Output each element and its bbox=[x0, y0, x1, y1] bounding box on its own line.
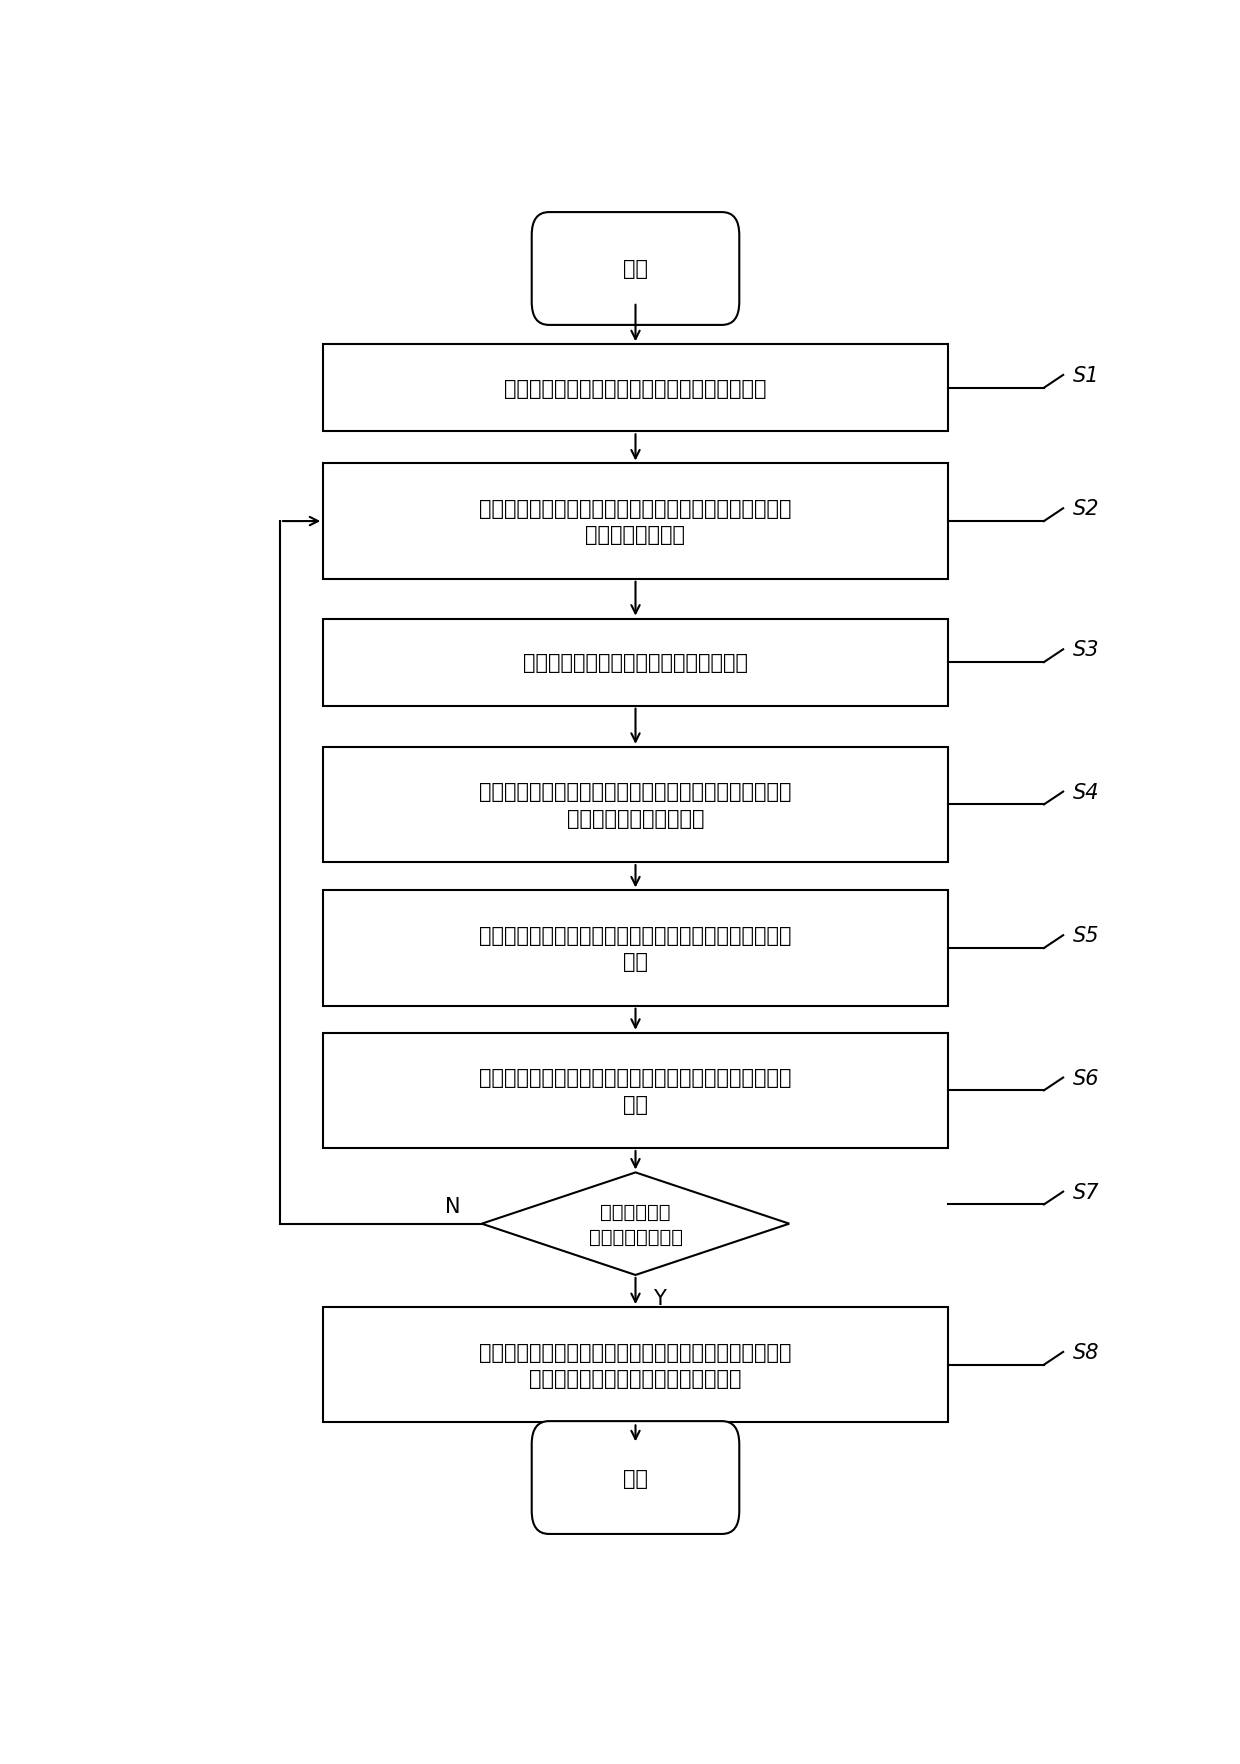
Text: 开始: 开始 bbox=[622, 259, 649, 279]
FancyBboxPatch shape bbox=[324, 748, 947, 863]
FancyBboxPatch shape bbox=[324, 346, 947, 432]
Text: S5: S5 bbox=[1073, 926, 1099, 946]
Text: S7: S7 bbox=[1073, 1182, 1099, 1201]
FancyBboxPatch shape bbox=[532, 213, 739, 326]
Text: S4: S4 bbox=[1073, 781, 1099, 803]
Text: 结束: 结束 bbox=[622, 1468, 649, 1487]
Text: 将测试数据集输入特征识别模型进行测试，输出二次识别
特征: 将测试数据集输入特征识别模型进行测试，输出二次识别 特征 bbox=[479, 1067, 792, 1113]
Text: 将图像数据分为训练数据集和测试数据集: 将图像数据分为训练数据集和测试数据集 bbox=[523, 653, 748, 672]
FancyBboxPatch shape bbox=[532, 1422, 739, 1535]
Text: N: N bbox=[445, 1196, 461, 1215]
Text: Y: Y bbox=[653, 1288, 666, 1309]
Text: 将腑蚀类型显示在监测预警模块的人机交互界面，实现核
堆内构件的表面腑蚀类型的识别和预警: 将腑蚀类型显示在监测预警模块的人机交互界面，实现核 堆内构件的表面腑蚀类型的识别… bbox=[479, 1342, 792, 1388]
Text: S6: S6 bbox=[1073, 1067, 1099, 1088]
Text: 将初次识别特征按照已知腑蚀的特征进行分类，得到腑蚀
类型: 将初次识别特征按照已知腑蚀的特征进行分类，得到腑蚀 类型 bbox=[479, 926, 792, 972]
Text: 将视频数据输入监测预警模块，并对视频数据进行逐帧截
图，得到图像数据: 将视频数据输入监测预警模块，并对视频数据进行逐帧截 图，得到图像数据 bbox=[479, 499, 792, 545]
Polygon shape bbox=[481, 1173, 789, 1275]
FancyBboxPatch shape bbox=[324, 619, 947, 706]
FancyBboxPatch shape bbox=[324, 1307, 947, 1422]
FancyBboxPatch shape bbox=[324, 464, 947, 579]
Text: 通过图像采集模块采集核堆内构件表面视频数据: 通过图像采集模块采集核堆内构件表面视频数据 bbox=[505, 379, 766, 399]
Text: S1: S1 bbox=[1073, 365, 1099, 386]
FancyBboxPatch shape bbox=[324, 1034, 947, 1148]
Text: 将训练数据集输入卷积神经网络进行训练，得到特征识别
模型并输出初次识别特征: 将训练数据集输入卷积神经网络进行训练，得到特征识别 模型并输出初次识别特征 bbox=[479, 781, 792, 827]
Text: S3: S3 bbox=[1073, 640, 1099, 660]
Text: S8: S8 bbox=[1073, 1342, 1099, 1362]
Text: 二次识别特征
是否符合腑蚀类型: 二次识别特征 是否符合腑蚀类型 bbox=[589, 1201, 682, 1245]
FancyBboxPatch shape bbox=[324, 891, 947, 1005]
Text: S2: S2 bbox=[1073, 499, 1099, 519]
